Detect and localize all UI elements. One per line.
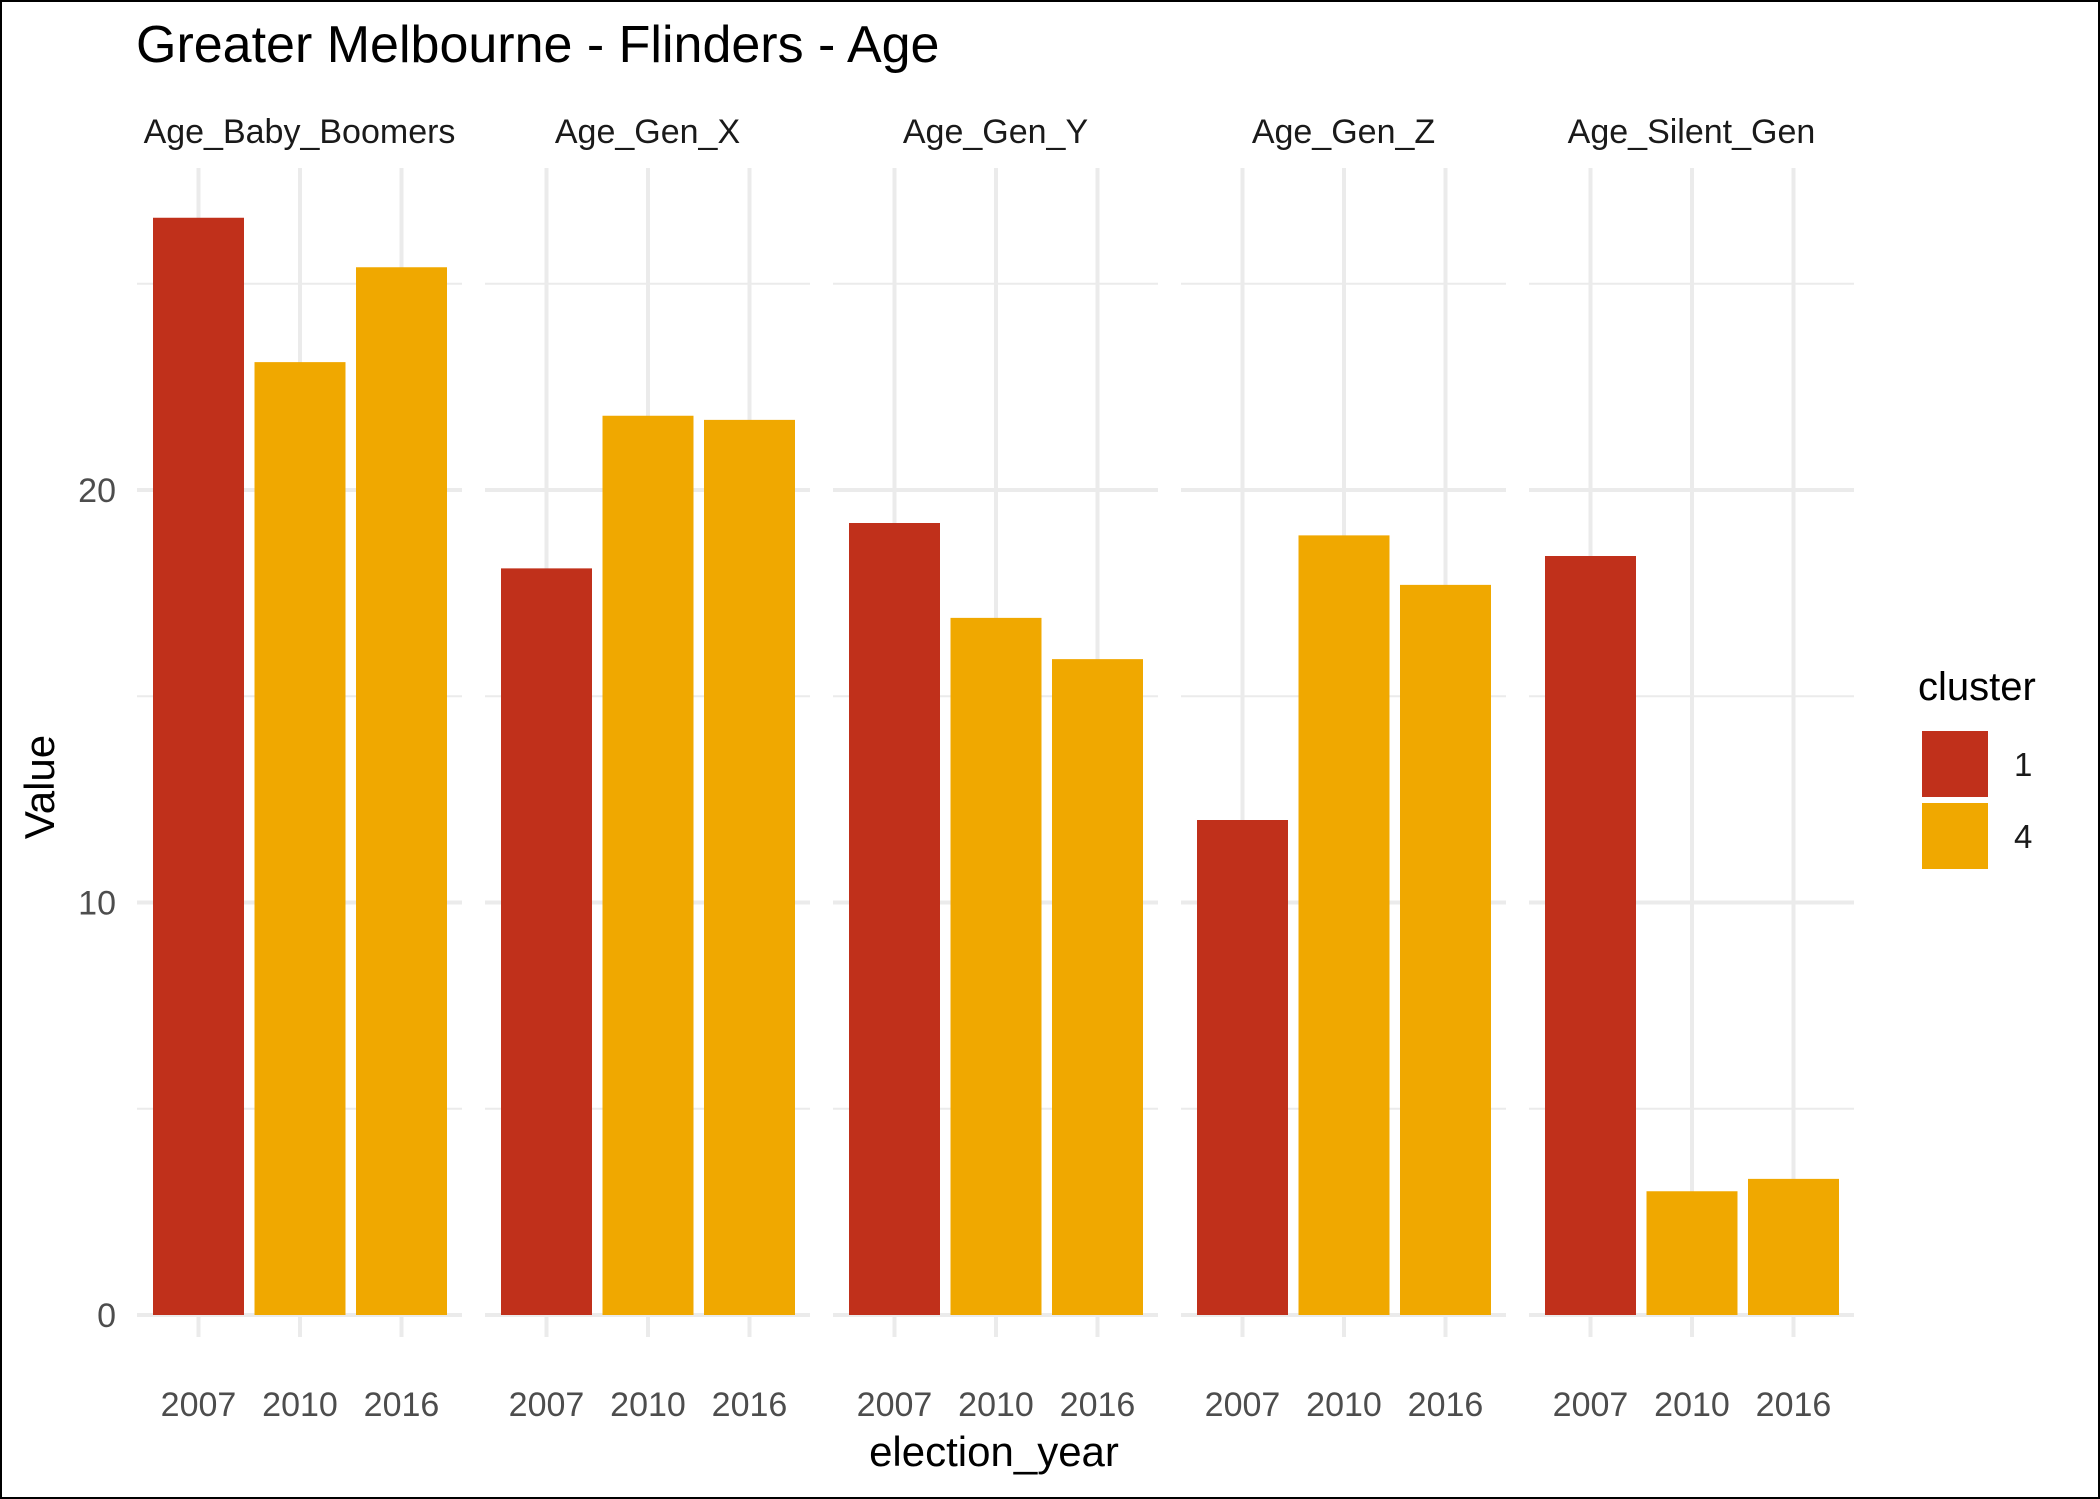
bar-Age_Gen_Y-2007 — [849, 523, 940, 1315]
y-axis-title: Value — [16, 735, 63, 839]
bar-Age_Gen_Z-2007 — [1197, 820, 1288, 1315]
legend-label-1: 1 — [2014, 746, 2032, 783]
facet-panel-Age_Gen_Z: Age_Gen_Z 2007 2010 2016 — [1181, 113, 1506, 1424]
facet-strip-label: Age_Silent_Gen — [1568, 113, 1816, 151]
bar-Age_Gen_Y-2016 — [1052, 659, 1143, 1315]
x-tick-label: 2016 — [712, 1386, 788, 1424]
x-tick-label: 2010 — [958, 1386, 1034, 1424]
facet-strip-label: Age_Gen_Z — [1252, 113, 1435, 151]
bar-Age_Silent_Gen-2007 — [1545, 556, 1636, 1315]
x-tick-label: 2007 — [509, 1386, 585, 1424]
facet-strip-label: Age_Gen_X — [555, 113, 740, 151]
legend: cluster 1 4 — [1918, 665, 2036, 869]
bar-Age_Gen_X-2016 — [704, 419, 795, 1315]
facet-panel-Age_Gen_X: Age_Gen_X 2007 2010 2016 — [485, 113, 810, 1424]
x-tick-label: 2010 — [262, 1386, 338, 1424]
bar-Age_Gen_Y-2010 — [950, 617, 1042, 1315]
y-tick-label: 10 — [78, 885, 116, 923]
x-tick-label: 2007 — [161, 1386, 237, 1424]
x-tick-label: 2010 — [1654, 1386, 1730, 1424]
x-tick-label: 2007 — [857, 1386, 933, 1424]
bar-Age_Silent_Gen-2010 — [1646, 1191, 1738, 1315]
x-tick-label: 2016 — [364, 1386, 440, 1424]
legend-swatch-4 — [1922, 803, 1988, 869]
x-axis-title: election_year — [869, 1428, 1119, 1475]
bar-Age_Gen_X-2007 — [501, 568, 592, 1315]
facet-panel-Age_Baby_Boomers: Age_Baby_Boomers 2007 2010 2016 — [137, 113, 462, 1424]
x-tick-label: 2007 — [1553, 1386, 1629, 1424]
bar-Age_Gen_X-2010 — [602, 415, 694, 1315]
y-axis-ticks: 0 10 20 — [78, 472, 116, 1335]
legend-title: cluster — [1918, 665, 2036, 709]
chart-title: Greater Melbourne - Flinders - Age — [136, 16, 939, 74]
bar-Age_Gen_Z-2016 — [1400, 584, 1491, 1315]
facet-panel-Age_Gen_Y: Age_Gen_Y 2007 2010 2016 — [833, 113, 1158, 1424]
x-tick-label: 2016 — [1060, 1386, 1136, 1424]
bar-Age_Silent_Gen-2016 — [1748, 1178, 1839, 1315]
facet-panel-Age_Silent_Gen: Age_Silent_Gen 2007 2010 2016 — [1529, 113, 1854, 1424]
x-tick-label: 2007 — [1205, 1386, 1281, 1424]
facet-strip-label: Age_Gen_Y — [903, 113, 1088, 151]
bar-Age_Baby_Boomers-2007 — [153, 217, 244, 1315]
facet-strip-label: Age_Baby_Boomers — [144, 113, 456, 151]
bar-Age_Baby_Boomers-2010 — [254, 362, 346, 1315]
y-tick-label: 0 — [97, 1297, 116, 1335]
x-tick-label: 2010 — [1306, 1386, 1382, 1424]
bar-Age_Gen_Z-2010 — [1298, 535, 1390, 1315]
legend-swatch-1 — [1922, 731, 1988, 797]
x-tick-label: 2016 — [1756, 1386, 1832, 1424]
y-tick-label: 20 — [78, 472, 116, 510]
bar-Age_Baby_Boomers-2016 — [356, 267, 447, 1315]
x-tick-label: 2016 — [1408, 1386, 1484, 1424]
x-tick-label: 2010 — [610, 1386, 686, 1424]
legend-label-4: 4 — [2014, 818, 2032, 855]
facet-panels: Age_Baby_Boomers 2007 2010 2016 Age_Gen_X 200… — [137, 113, 1854, 1424]
